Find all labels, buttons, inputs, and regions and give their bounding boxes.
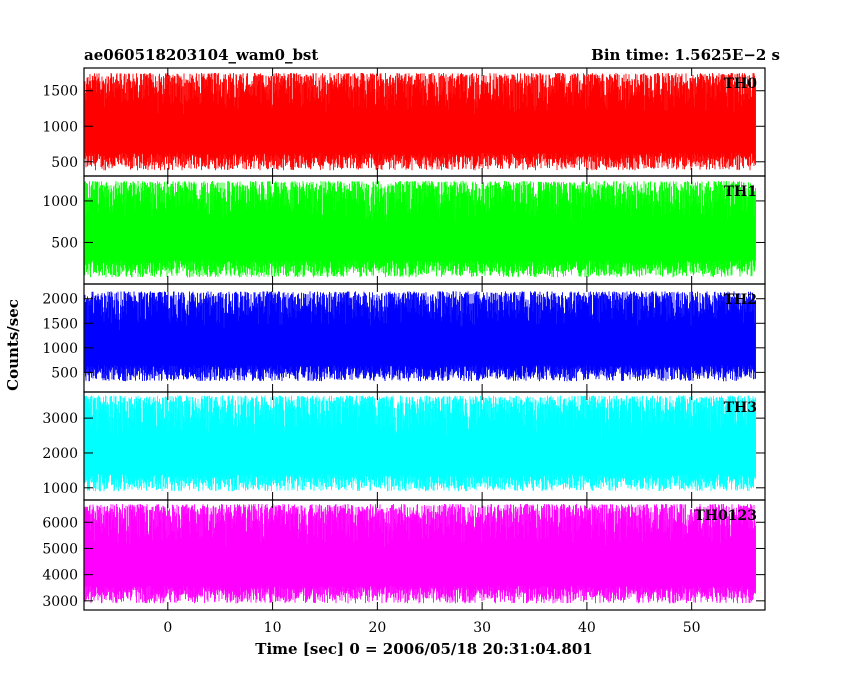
panel-th0: 500 1000 1500 TH0 (42, 67, 766, 177)
y-tick-label: 1000 (42, 119, 78, 135)
panels-group: 500 1000 1500 TH0 500 1000 TH1 500 1000 1500 2000 T… (42, 67, 766, 611)
x-tick-label: 20 (368, 620, 386, 636)
panel-th2: 500 1000 1500 2000 TH2 (42, 283, 766, 393)
chart-title: ae060518203104_wam0_bst (84, 46, 318, 64)
series-th0123 (84, 503, 756, 604)
x-axis-title: Time [sec] 0 = 2006/05/18 20:31:04.801 (255, 640, 592, 658)
y-tick-label: 4000 (42, 568, 78, 584)
y-tick-label: 1500 (42, 84, 78, 100)
panel-label-th0123: TH0123 (694, 508, 757, 524)
panel-th1: 500 1000 TH1 (42, 175, 766, 285)
y-tick-label: 1000 (42, 341, 78, 357)
y-tick-label: 1500 (42, 316, 78, 332)
y-tick-label: 500 (51, 365, 78, 381)
bin-time-label: Bin time: 1.5625E−2 s (591, 46, 780, 64)
y-tick-label: 2000 (42, 446, 78, 462)
y-tick-label: 1000 (42, 481, 78, 497)
series-th1 (84, 181, 756, 278)
series-th3 (84, 395, 756, 492)
panel-label-th0: TH0 (724, 76, 758, 92)
x-tick-label: 0 (163, 620, 172, 636)
x-tick-label: 40 (578, 620, 596, 636)
y-tick-label: 500 (51, 235, 78, 251)
y-tick-label: 6000 (42, 515, 78, 531)
y-tick-label: 3000 (42, 594, 78, 610)
panel-th3: 1000 2000 3000 TH3 (42, 391, 766, 501)
series-th0 (84, 73, 756, 171)
y-tick-label: 2000 (42, 292, 78, 308)
y-tick-label: 1000 (42, 194, 78, 210)
panel-frame (83, 499, 766, 611)
panel-th0123: 3000 4000 5000 6000 TH0123 (42, 499, 766, 611)
y-tick-label: 5000 (42, 541, 78, 557)
panel-label-th3: TH3 (724, 400, 757, 416)
x-tick-label: 10 (264, 620, 282, 636)
x-tick-label: 50 (683, 620, 701, 636)
y-tick-label: 500 (51, 155, 78, 171)
panel-label-th1: TH1 (724, 184, 757, 200)
panel-label-th2: TH2 (724, 292, 757, 308)
y-axis-title: Counts/sec (4, 299, 22, 391)
x-tick-label: 30 (473, 620, 491, 636)
series-th2 (84, 291, 756, 382)
x-axis: 0 10 20 30 40 50 (163, 620, 700, 636)
y-tick-label: 3000 (42, 411, 78, 427)
